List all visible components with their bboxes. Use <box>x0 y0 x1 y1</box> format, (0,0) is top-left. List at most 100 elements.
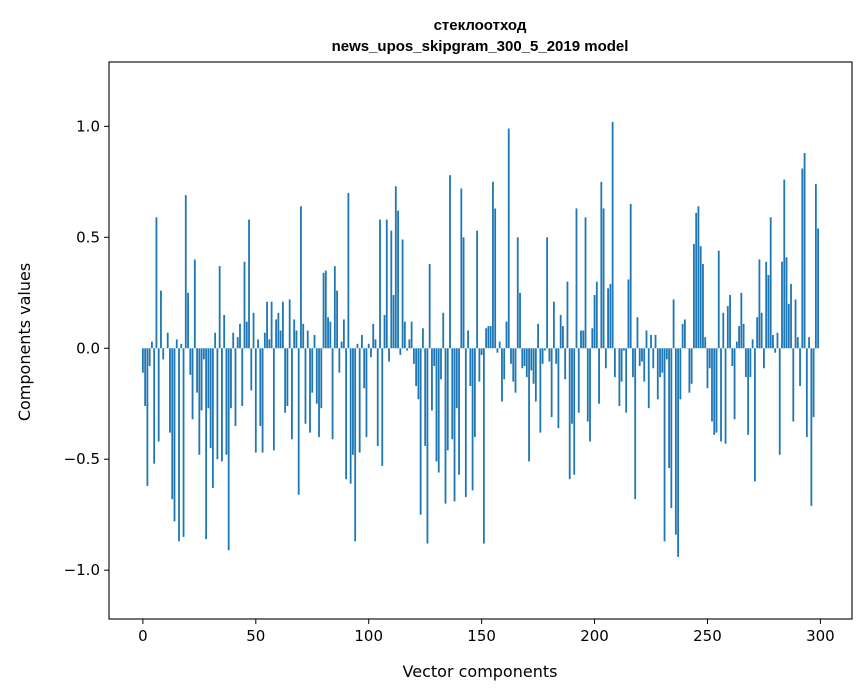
bar <box>803 152 806 349</box>
bar <box>485 328 488 349</box>
bar <box>354 348 357 542</box>
bar <box>534 348 537 402</box>
bar <box>419 348 422 515</box>
bar <box>731 348 734 367</box>
bar <box>227 348 230 551</box>
bar <box>193 259 196 349</box>
bar <box>268 339 271 349</box>
bar <box>374 339 377 349</box>
bar <box>428 263 431 349</box>
x-tick-label: 250 <box>693 627 722 645</box>
bar <box>778 348 781 455</box>
bar <box>672 299 675 349</box>
bar <box>609 283 612 349</box>
bar <box>753 348 756 482</box>
bar-series <box>141 121 820 557</box>
bar <box>422 328 424 349</box>
bar <box>243 261 246 349</box>
bar <box>674 348 677 535</box>
bar <box>446 348 449 451</box>
bar <box>214 332 217 349</box>
bar <box>492 181 494 349</box>
bar <box>733 348 736 420</box>
bar <box>440 348 442 380</box>
bar <box>501 348 503 402</box>
bar <box>476 230 479 349</box>
bar <box>275 319 278 349</box>
bar <box>473 348 476 438</box>
bar <box>541 348 544 364</box>
bar <box>799 348 801 386</box>
bar <box>300 206 302 349</box>
bar <box>365 348 368 438</box>
bar <box>155 217 158 349</box>
x-tick-label: 300 <box>806 627 835 645</box>
bar <box>774 348 777 353</box>
bar <box>760 312 763 349</box>
bar <box>580 330 582 349</box>
y-tick-label: 0.5 <box>76 228 100 246</box>
bar <box>313 334 316 349</box>
bar <box>573 348 576 475</box>
bar <box>577 348 580 413</box>
bar <box>796 337 799 349</box>
bar <box>589 348 591 442</box>
bar <box>381 348 384 466</box>
bar <box>250 348 253 391</box>
bar <box>200 348 203 411</box>
bar <box>431 348 433 411</box>
bar <box>464 348 467 497</box>
bar <box>602 208 605 349</box>
bar <box>618 348 621 406</box>
bar <box>356 343 359 349</box>
bar <box>717 250 720 349</box>
bar <box>708 348 711 369</box>
bar <box>180 343 183 349</box>
bar <box>297 348 300 495</box>
bar <box>263 332 266 349</box>
bar <box>808 337 810 349</box>
bar <box>182 348 185 537</box>
bar <box>394 186 397 349</box>
bar <box>763 348 765 369</box>
bar <box>498 341 501 349</box>
bar <box>679 348 682 400</box>
bar <box>291 348 293 440</box>
bar <box>781 261 783 349</box>
bar <box>555 348 558 364</box>
bar <box>453 348 456 502</box>
bar <box>412 348 415 364</box>
bar <box>724 348 727 444</box>
bar <box>279 330 282 349</box>
bar <box>776 332 779 349</box>
bar <box>489 326 492 349</box>
bar <box>358 348 361 453</box>
bar <box>293 319 296 349</box>
bar <box>304 348 307 424</box>
bar <box>503 348 506 380</box>
bar <box>747 348 750 435</box>
bar <box>656 348 659 400</box>
bar <box>632 348 634 378</box>
bar <box>218 266 221 349</box>
bar <box>340 341 343 349</box>
bar <box>744 348 747 378</box>
bar <box>205 348 208 540</box>
bar <box>144 348 147 406</box>
bar <box>665 348 668 360</box>
bar <box>571 348 573 424</box>
bar <box>783 179 786 349</box>
bar <box>650 334 652 349</box>
bar <box>514 348 517 393</box>
bar <box>160 290 162 349</box>
bar <box>505 321 508 349</box>
bar <box>361 334 363 349</box>
bar <box>525 348 528 378</box>
bar <box>645 330 648 349</box>
bar <box>376 348 379 446</box>
y-tick-label: −1.0 <box>64 561 100 579</box>
bar <box>772 334 774 349</box>
bar <box>189 348 192 375</box>
bar <box>532 348 535 384</box>
x-tick-label: 50 <box>246 627 265 645</box>
